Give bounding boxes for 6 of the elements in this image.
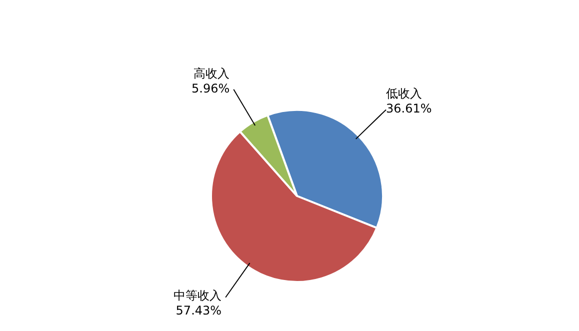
- slice-label: 低收入: [386, 86, 422, 101]
- slice-label: 高收入: [194, 66, 230, 80]
- slice-label: 中等收入: [174, 288, 222, 302]
- data-label: 5.96%: [192, 81, 230, 96]
- data-label: 57.43%: [176, 303, 222, 318]
- data-label: 36.61%: [386, 102, 432, 116]
